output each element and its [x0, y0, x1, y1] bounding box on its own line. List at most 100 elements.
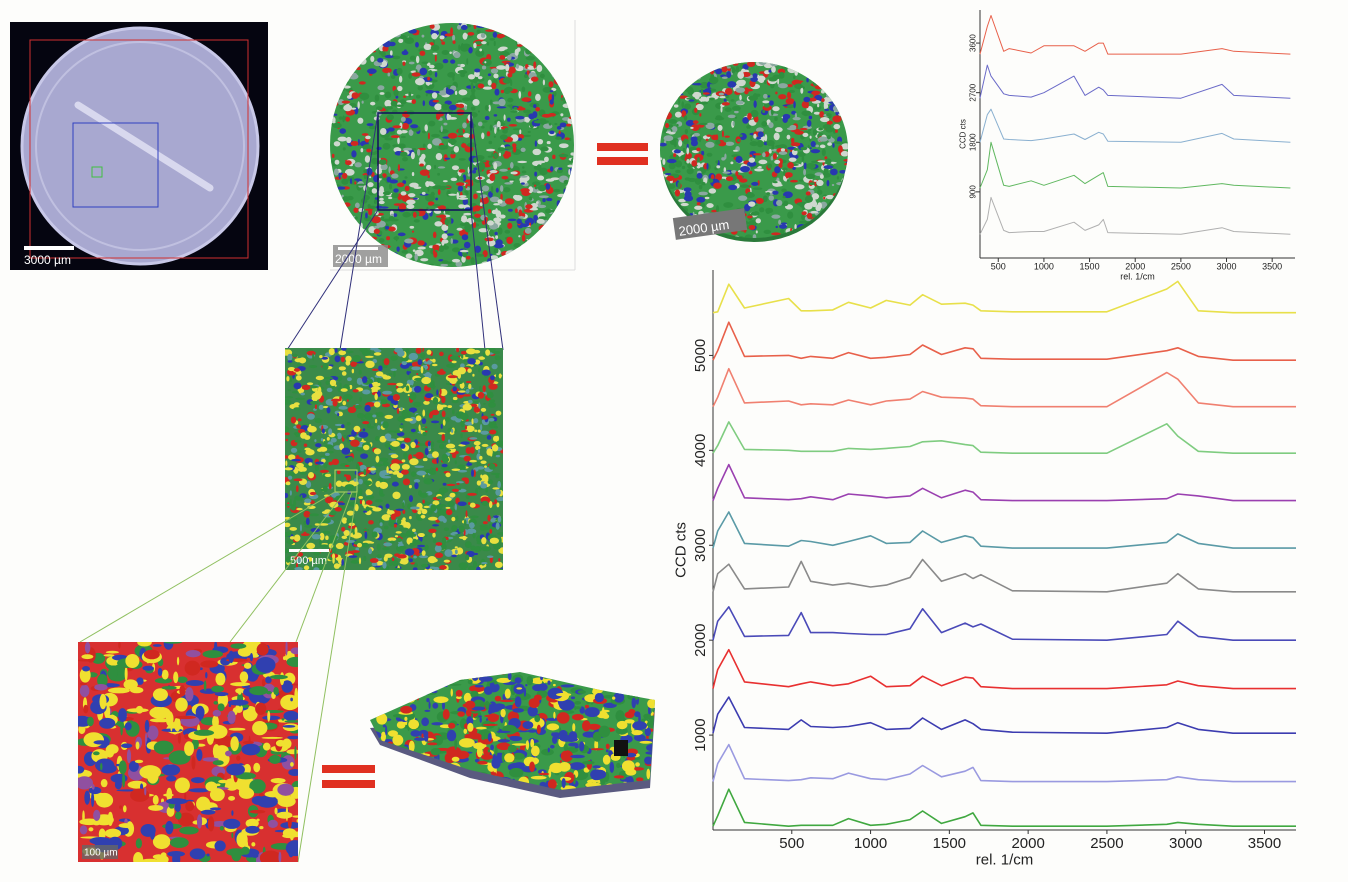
grain: [747, 113, 752, 120]
grain: [438, 516, 445, 522]
grain: [471, 418, 473, 424]
grain: [465, 555, 469, 561]
grain: [319, 355, 322, 358]
grain: [459, 395, 463, 397]
grain: [493, 162, 497, 170]
grain: [764, 230, 772, 234]
grain: [831, 231, 837, 235]
grain: [241, 744, 260, 756]
grain: [505, 151, 508, 156]
grain: [665, 173, 672, 175]
grain: [838, 145, 843, 153]
grain: [208, 816, 214, 831]
grain: [477, 466, 484, 469]
grain: [367, 68, 377, 74]
grain: [681, 101, 684, 108]
grain: [505, 250, 514, 256]
grain: [465, 355, 471, 357]
grain: [751, 182, 758, 186]
grain: [676, 124, 678, 127]
grain: [562, 40, 570, 45]
grain: [393, 125, 402, 128]
grain: [582, 761, 594, 765]
grain: [337, 428, 346, 430]
grain: [240, 671, 249, 682]
grain: [410, 56, 416, 61]
grain: [384, 768, 399, 776]
grain: [569, 731, 578, 741]
grain: [386, 466, 388, 473]
grain: [179, 685, 185, 696]
grain: [783, 169, 785, 176]
grain: [843, 189, 849, 194]
grain: [175, 716, 195, 719]
grain: [423, 779, 426, 785]
grain: [416, 95, 421, 99]
grain: [578, 690, 586, 694]
grain: [380, 493, 385, 496]
grain: [410, 442, 415, 448]
grain: [775, 58, 780, 63]
grain: [556, 674, 566, 677]
grain: [410, 686, 420, 698]
grain: [461, 672, 471, 676]
grain: [843, 208, 845, 210]
grain: [387, 383, 397, 385]
grain: [820, 82, 824, 85]
grain: [452, 409, 455, 414]
grain: [345, 117, 350, 122]
grain: [478, 392, 484, 399]
grain: [504, 114, 506, 120]
grain: [768, 122, 773, 128]
grain: [341, 357, 345, 363]
grain: [685, 177, 691, 180]
grain: [488, 402, 496, 408]
grain: [418, 247, 426, 250]
grain: [412, 172, 414, 176]
grain: [478, 122, 483, 127]
grain: [402, 62, 405, 66]
grain: [652, 753, 664, 761]
grain: [460, 433, 463, 438]
grain: [424, 506, 430, 508]
grain: [594, 679, 601, 687]
grain: [538, 237, 545, 242]
grain: [368, 694, 373, 704]
grain: [417, 240, 424, 245]
grain: [806, 191, 811, 195]
grain: [688, 99, 694, 101]
grain: [599, 726, 611, 738]
grain: [809, 116, 813, 120]
grain: [497, 27, 500, 31]
grain: [444, 527, 449, 531]
y-tick-label: 4000: [692, 434, 709, 467]
grain: [434, 776, 446, 779]
grain: [488, 73, 491, 76]
grain: [662, 235, 668, 242]
grain: [713, 234, 717, 241]
grain: [125, 666, 128, 681]
grain: [510, 104, 512, 111]
grain: [424, 44, 432, 50]
grain: [404, 685, 414, 693]
grain: [418, 263, 422, 268]
grain: [497, 106, 507, 108]
grain: [699, 90, 708, 92]
grain: [666, 131, 672, 133]
grain: [369, 426, 375, 429]
grain: [685, 191, 692, 198]
grain: [419, 164, 424, 167]
grain: [800, 147, 807, 150]
grain: [494, 114, 498, 116]
grain: [213, 701, 218, 705]
grain: [456, 483, 459, 485]
grain: [550, 27, 559, 30]
grain: [500, 709, 505, 717]
grain: [510, 110, 518, 112]
grain: [424, 710, 430, 712]
grain: [382, 671, 390, 678]
grain: [778, 94, 786, 99]
grain: [709, 76, 719, 83]
grain: [352, 369, 354, 373]
grain: [750, 136, 752, 141]
